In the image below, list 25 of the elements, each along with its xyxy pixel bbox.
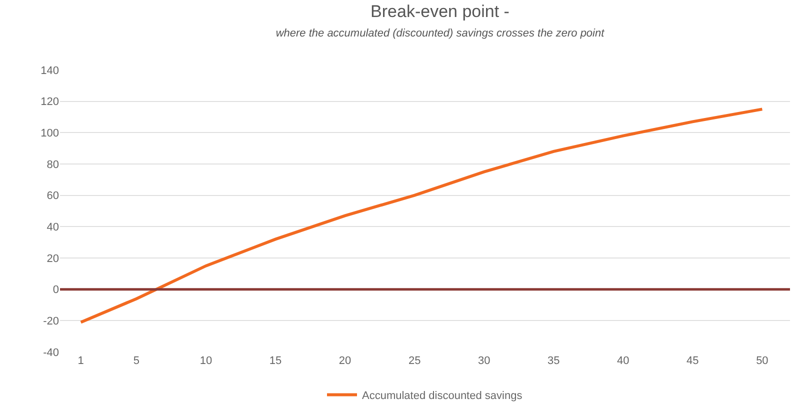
- chart-subtitle: where the accumulated (discounted) savings crosses the zero point: [276, 27, 606, 40]
- chart-title: Break-even point -: [370, 2, 510, 21]
- x-tick-label: 1: [78, 355, 84, 367]
- y-tick-label: 20: [46, 252, 59, 265]
- x-tick-label: 50: [756, 355, 768, 367]
- x-tick-label: 25: [408, 355, 421, 367]
- x-tick-label: 5: [133, 355, 140, 367]
- x-tick-label: 10: [200, 355, 212, 367]
- y-tick-label: 0: [52, 284, 59, 296]
- y-tick-label: -40: [43, 346, 59, 359]
- legend-label: Accumulated discounted savings: [362, 390, 523, 402]
- x-tick-label: 15: [269, 355, 282, 367]
- x-tick-label: 20: [338, 355, 352, 367]
- x-tick-label: 40: [617, 355, 630, 367]
- x-tick-label: 35: [547, 355, 560, 367]
- line-series: [79, 108, 764, 324]
- y-tick-label: 120: [40, 96, 59, 108]
- x-tick-label: 30: [478, 355, 490, 367]
- y-tick-label: 100: [40, 128, 59, 140]
- y-tick-label: 40: [46, 222, 59, 234]
- x-tick-label: 45: [686, 355, 699, 367]
- y-tick-label: -20: [43, 316, 59, 328]
- y-tick-label: 60: [46, 190, 59, 202]
- y-tick-label: 140: [40, 64, 59, 77]
- y-tick-label: 80: [46, 158, 59, 171]
